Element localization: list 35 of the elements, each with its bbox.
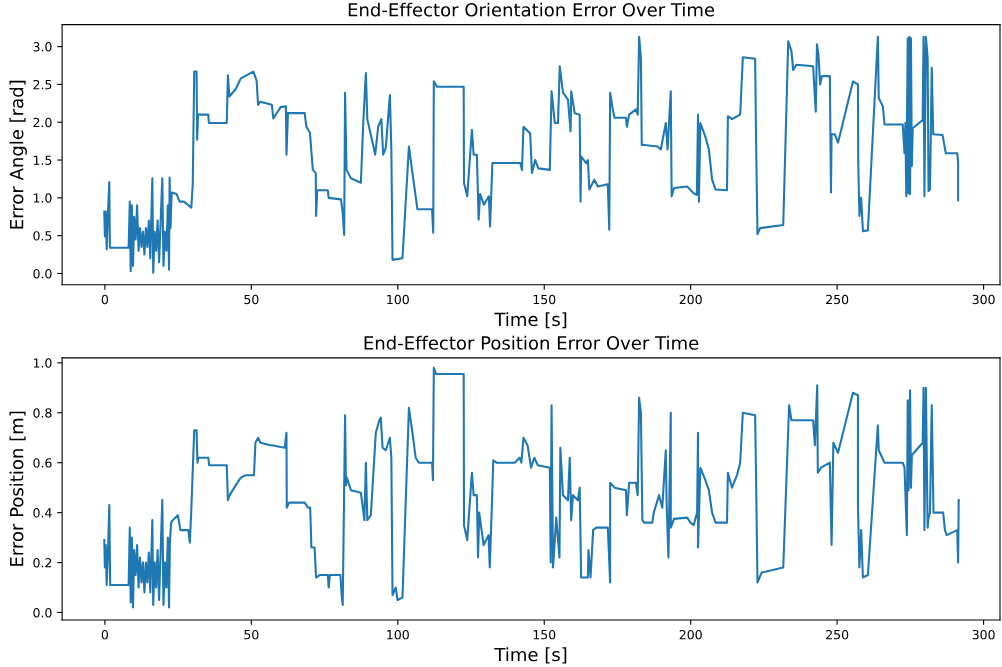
y-tick-label: 0.0 xyxy=(33,607,52,618)
chart-title: End-Effector Orientation Error Over Time xyxy=(348,2,715,17)
x-tick-label: 150 xyxy=(533,294,556,305)
y-tick-label: 1.0 xyxy=(33,358,52,368)
x-tick-label: 100 xyxy=(387,294,409,305)
x-tick-label: 250 xyxy=(826,629,849,640)
y-tick-label: 2.5 xyxy=(33,79,52,90)
x-tick-label: 0 xyxy=(101,294,109,305)
y-tick-label: 3.0 xyxy=(33,42,52,52)
y-tick-label: 0.6 xyxy=(33,458,52,468)
y-tick-label: 0.5 xyxy=(33,231,52,241)
line-series xyxy=(103,35,960,274)
x-tick-label: 0 xyxy=(101,629,109,640)
y-tick-label: 1.0 xyxy=(33,193,52,203)
x-tick-label: 200 xyxy=(679,294,702,305)
x-tick-label: 150 xyxy=(533,629,556,640)
y-tick-label: 0.8 xyxy=(33,408,52,418)
y-tick-label: 0.2 xyxy=(33,558,52,568)
x-axis-title: Time [s] xyxy=(494,312,567,329)
y-tick-label: 2.0 xyxy=(33,117,52,128)
y-tick-label: 0.4 xyxy=(33,508,52,518)
line-series xyxy=(103,366,960,609)
y-axis-title: Error Position [m] xyxy=(9,411,26,566)
chart-title: End-Effector Position Error Over Time xyxy=(364,335,699,350)
y-axis-title: Error Angle [rad] xyxy=(9,80,27,229)
x-tick-label: 300 xyxy=(972,294,995,305)
x-tick-label: 50 xyxy=(244,629,259,640)
y-tick-label: 0.0 xyxy=(33,268,52,279)
x-tick-label: 200 xyxy=(679,629,702,640)
x-tick-label: 50 xyxy=(244,294,259,305)
x-axis-title: Time [s] xyxy=(494,647,567,664)
y-tick-label: 1.5 xyxy=(33,155,52,165)
x-tick-label: 250 xyxy=(826,294,849,305)
x-tick-label: 100 xyxy=(387,629,409,640)
x-tick-label: 300 xyxy=(972,629,995,640)
